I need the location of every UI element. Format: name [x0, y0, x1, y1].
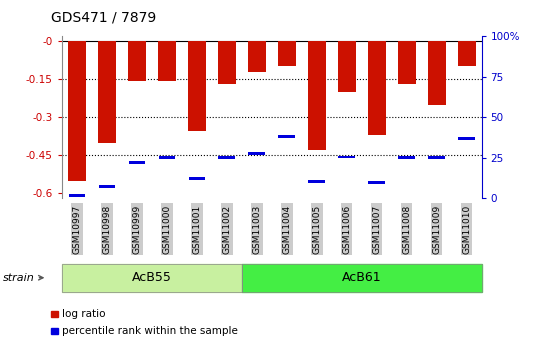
Bar: [128, 41, 146, 81]
Text: GDS471 / 7879: GDS471 / 7879: [51, 10, 157, 24]
Bar: [278, 41, 296, 66]
Bar: [249, 152, 265, 155]
Bar: [308, 41, 325, 150]
Text: AcB61: AcB61: [342, 271, 381, 284]
Bar: [458, 137, 475, 140]
Bar: [98, 41, 116, 142]
Bar: [428, 41, 445, 105]
Bar: [188, 177, 205, 180]
Bar: [218, 156, 235, 159]
Bar: [398, 41, 415, 85]
Bar: [69, 194, 85, 197]
Bar: [218, 41, 236, 85]
Bar: [158, 41, 176, 81]
Bar: [68, 41, 86, 181]
Text: AcB55: AcB55: [132, 271, 172, 284]
Bar: [188, 41, 206, 131]
Bar: [398, 156, 415, 159]
Bar: [367, 41, 386, 135]
Bar: [279, 135, 295, 138]
Bar: [129, 161, 145, 164]
Text: log ratio: log ratio: [62, 309, 106, 319]
Bar: [338, 41, 356, 92]
Bar: [159, 156, 175, 159]
Bar: [338, 156, 355, 158]
Bar: [98, 185, 115, 188]
Bar: [428, 156, 445, 159]
Text: strain: strain: [3, 273, 34, 283]
Bar: [457, 41, 476, 66]
Bar: [247, 41, 266, 72]
Bar: [308, 180, 325, 183]
Text: percentile rank within the sample: percentile rank within the sample: [62, 326, 238, 336]
Bar: [369, 181, 385, 184]
